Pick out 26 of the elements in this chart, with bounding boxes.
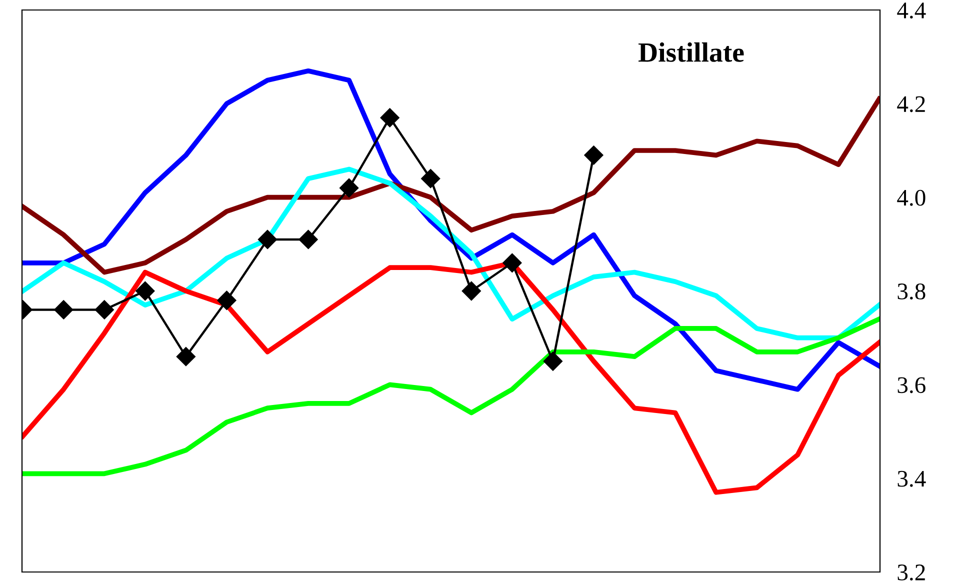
text: Distillate (638, 42, 744, 62)
point (298, 230, 318, 250)
point (502, 253, 522, 272)
point (94, 300, 114, 320)
point (217, 290, 236, 310)
point (584, 146, 604, 165)
point (54, 300, 74, 320)
point (176, 347, 196, 366)
y-tick-label: 4.2 (897, 96, 925, 112)
y-tick-label: 3.4 (898, 470, 926, 487)
line-series (22, 96, 880, 275)
point (380, 108, 400, 128)
point (543, 352, 562, 371)
line-series (22, 166, 880, 340)
point (136, 281, 155, 301)
y-tick-label: 3.8 (898, 283, 926, 300)
point (462, 281, 481, 301)
point (258, 230, 278, 250)
line-series (22, 316, 880, 476)
y-tick-label: 4.0 (897, 190, 926, 206)
line-series (22, 68, 880, 392)
y-tick-label: 3.6 (898, 377, 926, 394)
point (340, 178, 359, 198)
y-tick-label: 3.2 (898, 564, 925, 581)
y-tick-label: 4.4 (897, 2, 926, 19)
point (421, 169, 440, 188)
